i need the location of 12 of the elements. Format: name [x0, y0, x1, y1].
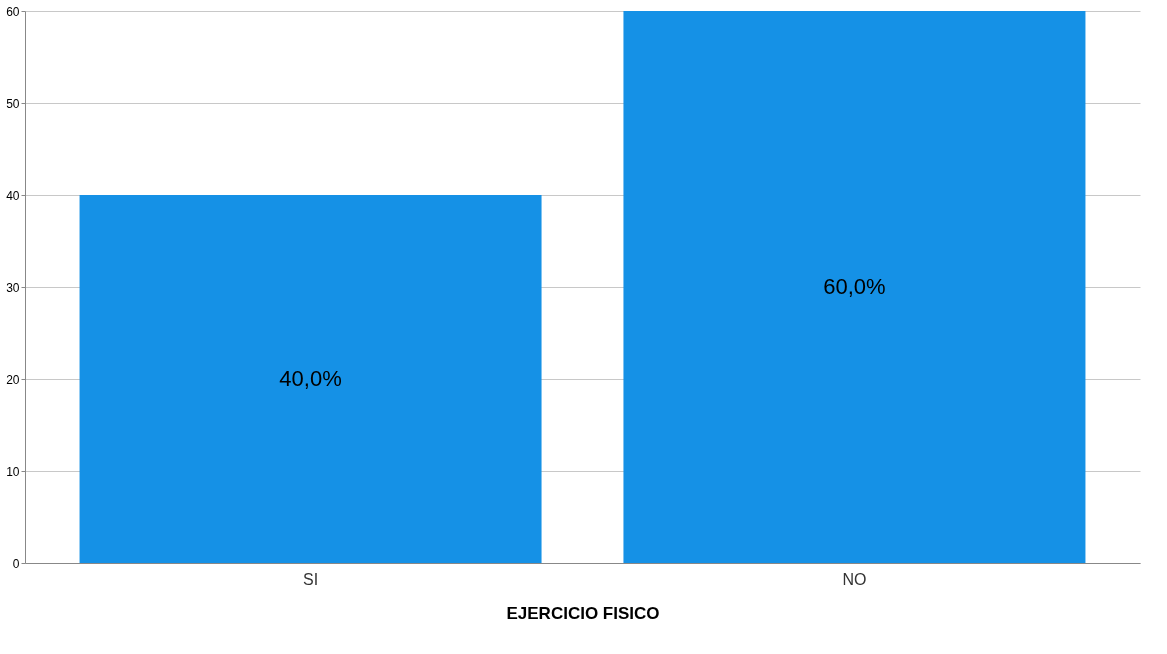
y-tick-label: 40: [6, 188, 20, 203]
x-tick-label: SI: [302, 570, 319, 588]
y-tick-label: 60: [6, 4, 20, 19]
y-tick-label: 10: [6, 464, 20, 479]
y-tick-label: 50: [6, 96, 20, 111]
x-tick-label: NO: [842, 570, 867, 588]
x-axis-title: EJERCICIO FISICO: [506, 603, 660, 623]
y-tick-label: 20: [6, 372, 20, 387]
y-tick-label: 30: [6, 280, 20, 295]
data-label: 60,0%: [823, 274, 886, 299]
y-tick-label: 0: [12, 556, 20, 571]
data-label: 40,0%: [279, 366, 342, 391]
